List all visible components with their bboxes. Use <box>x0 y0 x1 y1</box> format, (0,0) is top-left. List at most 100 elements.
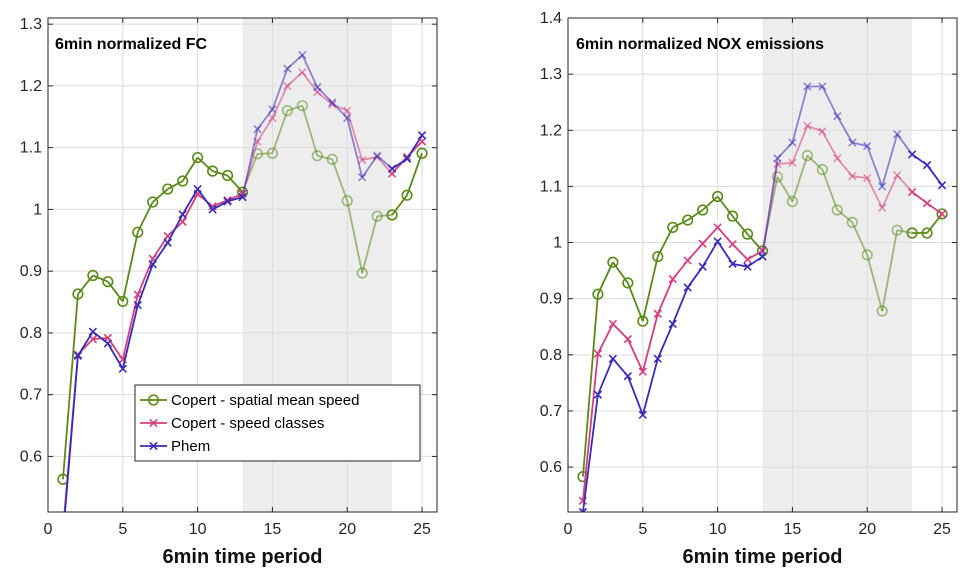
series-line-segment <box>627 282 644 322</box>
data-point <box>876 305 888 317</box>
data-point <box>133 300 142 310</box>
data-point <box>593 390 603 399</box>
data-point <box>59 527 66 534</box>
series-line-segment <box>806 154 823 171</box>
x-tick-label: 20 <box>858 521 876 538</box>
series-line-segment <box>836 115 854 144</box>
x-tick-label: 5 <box>638 521 647 538</box>
legend-label: Copert - spatial mean speed <box>171 392 359 409</box>
data-point <box>788 138 797 147</box>
x-tick-label: 10 <box>189 521 207 538</box>
series-line-segment <box>107 281 124 302</box>
data-point <box>697 204 709 216</box>
series-line-segment <box>627 375 644 416</box>
data-point <box>328 98 337 107</box>
data-point <box>936 208 948 220</box>
x-tick-label: 0 <box>564 521 573 538</box>
data-point <box>637 315 649 327</box>
y-tick-label: 0.7 <box>540 403 562 420</box>
series-line-segment <box>687 209 704 221</box>
data-point <box>818 127 827 136</box>
data-point <box>401 189 413 201</box>
series-line-segment <box>866 177 883 209</box>
legend-marker <box>149 418 158 428</box>
data-point <box>192 151 204 164</box>
data-point <box>668 274 677 284</box>
data-point <box>372 151 382 160</box>
data-point <box>177 175 189 187</box>
data-point <box>653 354 662 363</box>
series-line-segment <box>641 256 659 322</box>
series-line-segment <box>62 293 79 480</box>
series-line-segment <box>852 141 868 147</box>
series-line-segment <box>582 353 599 501</box>
series-line-segment <box>896 229 913 234</box>
series-line-segment <box>391 194 408 216</box>
data-point <box>622 277 634 289</box>
data-point <box>921 227 933 239</box>
data-point <box>402 154 412 163</box>
data-point <box>266 147 279 159</box>
series-line-segment <box>287 104 303 112</box>
data-point <box>803 121 812 130</box>
series-line-segment <box>406 152 423 196</box>
data-point <box>298 50 307 60</box>
data-point <box>298 68 307 77</box>
data-point <box>831 204 843 216</box>
series-line-segment <box>672 219 689 229</box>
data-point <box>907 150 917 159</box>
y-tick-label: 0.9 <box>20 263 42 280</box>
series-line-segment <box>181 188 199 215</box>
series-line-segment <box>627 338 644 373</box>
series-line-segment <box>317 154 333 161</box>
y-tick-label: 1.1 <box>540 178 562 195</box>
series-line-segment <box>271 110 289 154</box>
y-tick-label: 1.4 <box>540 10 562 27</box>
series-line-segment <box>597 261 614 295</box>
series-line-segment <box>881 133 899 187</box>
series-line-segment <box>641 358 659 416</box>
series-line-segment <box>791 155 809 202</box>
data-point <box>863 173 872 183</box>
series-line-segment <box>821 169 839 211</box>
series-line-segment <box>777 161 793 165</box>
series-line-segment <box>152 188 169 203</box>
data-point <box>102 276 114 288</box>
data-point <box>253 124 262 134</box>
chart-panel-fc: 0.6 0.7 0.8 0.9 1 1.1 1.2 1.3 0 5 10 15 20 25 6min tim… <box>20 16 438 568</box>
series-line-segment <box>226 174 244 193</box>
data-point <box>607 256 619 268</box>
data-point <box>891 224 903 236</box>
y-tick-label: 0.6 <box>20 448 42 465</box>
series-line-segment <box>346 200 364 274</box>
series-line-segment <box>121 294 139 360</box>
series-line-segment <box>77 331 94 357</box>
data-point <box>623 371 633 381</box>
series-line-segment <box>716 195 734 217</box>
data-point <box>906 227 918 239</box>
data-point <box>356 267 368 279</box>
series-line-segment <box>241 128 259 198</box>
series-line-segment <box>227 196 243 203</box>
data-point <box>208 205 217 214</box>
series-line-segment <box>136 258 154 295</box>
series-line-segment <box>821 86 839 117</box>
y-tick-label: 0.6 <box>540 459 562 476</box>
data-point <box>937 181 947 190</box>
legend-marker <box>147 394 160 406</box>
data-point <box>416 147 428 159</box>
x-tick-label: 20 <box>338 521 356 538</box>
data-point <box>788 158 797 167</box>
data-point <box>73 351 83 360</box>
data-point <box>623 334 633 344</box>
data-point <box>683 283 692 292</box>
data-point <box>771 171 784 183</box>
series-line-segment <box>656 323 674 360</box>
data-point <box>816 163 828 176</box>
data-point <box>698 239 707 248</box>
series-line-segment <box>136 201 154 233</box>
series-line-segment <box>92 274 109 283</box>
data-point <box>786 195 799 208</box>
y-tick-label: 0.9 <box>540 291 562 308</box>
data-point <box>803 82 812 91</box>
